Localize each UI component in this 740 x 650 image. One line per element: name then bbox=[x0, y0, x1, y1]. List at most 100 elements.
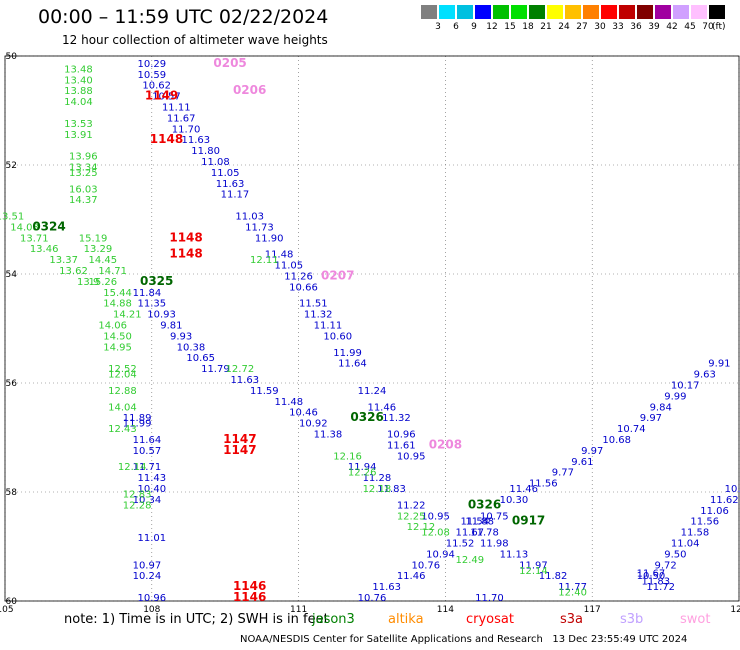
legend-swatch bbox=[655, 5, 671, 19]
data-label: 10.30 bbox=[500, 495, 529, 506]
data-label: 11.63 bbox=[182, 135, 211, 146]
data-label: 9.72 bbox=[654, 560, 676, 571]
legend-label: 6 bbox=[453, 22, 459, 32]
y-tick-label: 58 bbox=[6, 488, 18, 498]
data-label: 10.94 bbox=[426, 549, 455, 560]
data-label: 11.11 bbox=[314, 321, 343, 332]
data-label: 13.53 bbox=[64, 119, 93, 130]
data-label: 9.91 bbox=[708, 359, 730, 370]
data-label: 10.62 bbox=[142, 81, 171, 92]
legend-unit: (ft) bbox=[712, 22, 726, 32]
data-label: 10.76 bbox=[412, 560, 441, 571]
legend-swatch bbox=[439, 5, 455, 19]
data-label: 11.46 bbox=[509, 484, 538, 495]
data-label: 11.70 bbox=[475, 593, 504, 604]
data-label: 10.29 bbox=[137, 59, 166, 70]
data-label: 11.64 bbox=[338, 359, 367, 370]
data-label: 1148 bbox=[150, 132, 183, 146]
data-label: 15.44 bbox=[103, 288, 132, 299]
data-label: 11.48 bbox=[274, 397, 303, 408]
y-tick-label: 56 bbox=[6, 379, 18, 389]
data-label: 11.06 bbox=[700, 506, 729, 517]
data-label: 10.10 bbox=[725, 484, 740, 495]
legend-swatch bbox=[547, 5, 563, 19]
data-label: 1149 bbox=[145, 89, 178, 103]
data-label: 11.84 bbox=[133, 288, 162, 299]
legend-label: 18 bbox=[522, 22, 534, 32]
data-label: 1147 bbox=[223, 443, 256, 457]
legend-swatch bbox=[421, 5, 437, 19]
data-label: 12.16 bbox=[333, 451, 362, 462]
data-label: 14.04 bbox=[64, 97, 93, 108]
data-label: 9.84 bbox=[650, 402, 672, 413]
legend-label: 15 bbox=[504, 22, 516, 32]
data-label: 0326 bbox=[468, 497, 501, 511]
data-label: 11.59 bbox=[250, 386, 279, 397]
data-label: 13.37 bbox=[49, 255, 78, 266]
legend-swatch bbox=[583, 5, 599, 19]
data-label: 11.28 bbox=[363, 473, 392, 484]
data-label: 1146 bbox=[233, 579, 266, 593]
legend-swatch bbox=[673, 5, 689, 19]
data-label: 11.80 bbox=[191, 146, 220, 157]
data-label: 12.43 bbox=[108, 424, 137, 435]
data-label: 10.93 bbox=[147, 310, 176, 321]
legend-swatch bbox=[601, 5, 617, 19]
legend-label: 36 bbox=[630, 22, 642, 32]
data-label: 12.40 bbox=[558, 588, 587, 599]
data-label: 14.04 bbox=[108, 402, 137, 413]
data-label: 11.71 bbox=[133, 462, 162, 473]
legend-label: 27 bbox=[576, 22, 588, 32]
data-label: 11.03 bbox=[235, 212, 264, 223]
data-label: 0208 bbox=[429, 437, 462, 451]
data-label: 10.95 bbox=[397, 451, 426, 462]
data-label: 13.91 bbox=[64, 130, 93, 141]
legend-swatch bbox=[493, 5, 509, 19]
data-label: 11.67 bbox=[456, 528, 485, 539]
data-label: 11.24 bbox=[358, 386, 387, 397]
data-label: 10.59 bbox=[137, 70, 166, 81]
data-label: 0205 bbox=[213, 56, 246, 70]
data-label: 9.93 bbox=[170, 331, 192, 342]
data-label: 12.04 bbox=[108, 370, 137, 381]
data-label: 15.26 bbox=[89, 277, 118, 288]
data-label: 11.89 bbox=[123, 413, 152, 424]
y-tick-label: 52 bbox=[6, 161, 17, 171]
data-label: 0324 bbox=[32, 219, 65, 233]
data-label: 11.04 bbox=[671, 539, 700, 550]
data-label: 13.34 bbox=[69, 162, 98, 173]
data-label: 11.97 bbox=[519, 560, 548, 571]
data-label: 11.77 bbox=[558, 582, 587, 593]
data-label: 11.32 bbox=[382, 413, 411, 424]
data-label: 0326 bbox=[350, 410, 383, 424]
data-label: 10.57 bbox=[133, 446, 162, 457]
satellite-s3a: s3a bbox=[560, 612, 584, 627]
data-label: 10.66 bbox=[289, 282, 318, 293]
data-label: 10.17 bbox=[671, 380, 700, 391]
y-tick-label: 60 bbox=[6, 597, 18, 607]
y-tick-label: 54 bbox=[6, 270, 18, 280]
data-label: 11.38 bbox=[314, 430, 343, 441]
data-label: 13.48 bbox=[64, 64, 93, 75]
data-label: 10.75 bbox=[480, 511, 509, 522]
data-label: 11.73 bbox=[245, 222, 274, 233]
data-label: 13.9 bbox=[77, 277, 99, 288]
data-label: 12.18 bbox=[363, 484, 392, 495]
data-label: 13.62 bbox=[59, 266, 88, 277]
data-label: 13.96 bbox=[69, 152, 98, 163]
chart-subtitle: 12 hour collection of altimeter wave hei… bbox=[62, 33, 328, 47]
data-label: 10.24 bbox=[133, 571, 162, 582]
data-label: 14.45 bbox=[89, 255, 118, 266]
data-label: 11.05 bbox=[211, 168, 240, 179]
data-label: 1146 bbox=[233, 590, 266, 604]
data-label: 13.29 bbox=[84, 244, 113, 255]
legend-label: 9 bbox=[471, 22, 477, 32]
data-label: 13.25 bbox=[69, 168, 98, 179]
legend-label: 33 bbox=[612, 22, 624, 32]
data-label: 11.17 bbox=[221, 190, 250, 201]
data-label: 9.97 bbox=[581, 446, 603, 457]
legend-swatch bbox=[529, 5, 545, 19]
data-label: 11.94 bbox=[348, 462, 377, 473]
data-label: 11.08 bbox=[201, 157, 230, 168]
data-label: 14.06 bbox=[98, 321, 127, 332]
